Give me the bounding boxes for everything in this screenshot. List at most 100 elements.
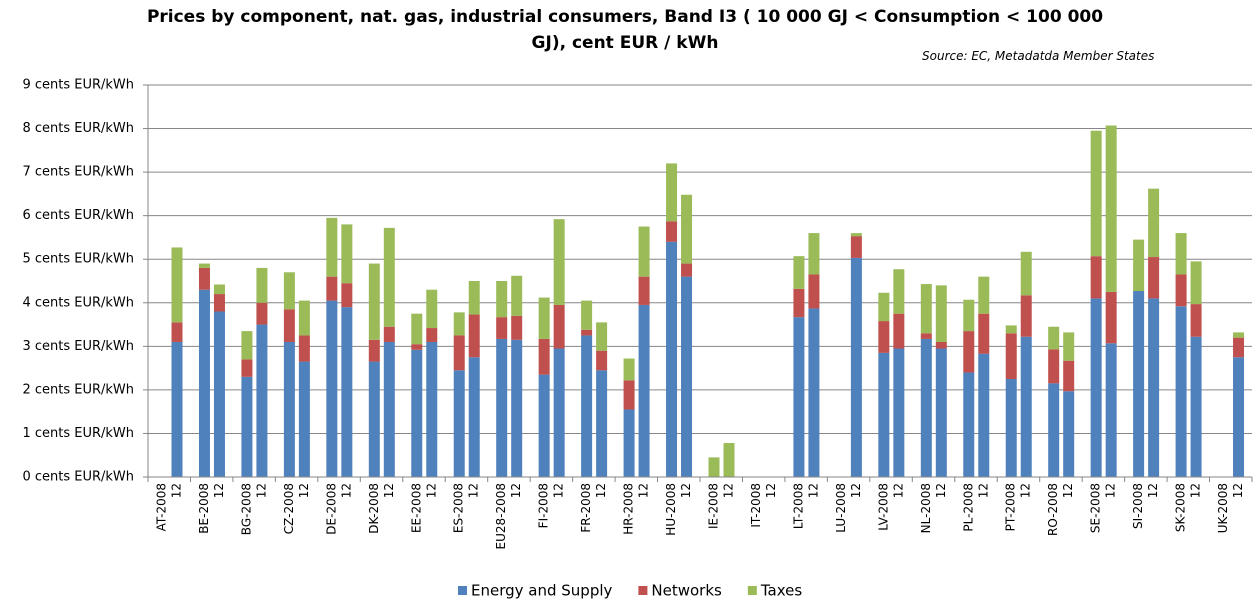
bar-segment (1020, 295, 1032, 337)
bar-segment (638, 226, 650, 277)
bar-segment (808, 233, 820, 275)
x-tick-label: EE-2008 (409, 483, 423, 533)
bar-segment (623, 380, 635, 410)
x-tick-label: PT-2008 (1004, 483, 1018, 531)
bar-segment (793, 256, 805, 289)
x-tick-label: 12 (1231, 483, 1245, 498)
bar-segment (893, 348, 905, 477)
x-tick-label: 12 (679, 483, 693, 498)
bar-segment (213, 311, 225, 477)
x-tick-label: 12 (382, 483, 396, 498)
bar-segment (1020, 336, 1032, 477)
x-tick-label: 12 (806, 483, 820, 498)
x-tick-label: CZ-2008 (282, 483, 296, 534)
x-tick-label: IE-2008 (707, 483, 721, 529)
x-tick-label: LT-2008 (791, 483, 805, 529)
bar-segment (1233, 337, 1245, 358)
x-tick-label: 12 (254, 483, 268, 498)
x-tick-label: LU-2008 (834, 483, 848, 533)
x-tick-label: ES-2008 (452, 483, 466, 533)
x-tick-label: BG-2008 (239, 483, 253, 535)
x-tick-label: FI-2008 (537, 483, 551, 528)
bar-segment (553, 219, 565, 305)
bar-segment (1105, 125, 1117, 292)
bar-segment (411, 349, 423, 477)
bar-segment (596, 370, 608, 477)
x-tick-label: 12 (1104, 483, 1118, 498)
bar-segment (538, 297, 550, 339)
bar-segment (213, 284, 225, 295)
y-tick-label: 7 cents EUR/kWh (22, 165, 134, 180)
bar-segment (1175, 233, 1187, 275)
bar-segment (241, 359, 253, 377)
bar-segment (1105, 291, 1117, 344)
bar-segment (1020, 251, 1032, 296)
bar-segment (1048, 349, 1060, 384)
bar-segment (638, 304, 650, 477)
x-tick-label: 12 (170, 483, 184, 498)
bar-segment (496, 317, 508, 339)
bar-segment (426, 328, 438, 342)
bar-segment (1105, 343, 1117, 477)
bar-segment (978, 353, 990, 477)
bar-segment (1090, 130, 1102, 257)
bar-segment (468, 281, 480, 315)
bar-segment (1063, 391, 1075, 477)
source-note: Source: EC, Metadatda Member States (922, 49, 1155, 63)
bar-segment (850, 233, 862, 237)
bar-segment (978, 313, 990, 354)
y-tick-label: 5 cents EUR/kWh (22, 252, 134, 267)
bar-segment (368, 339, 380, 362)
x-tick-label: LV-2008 (876, 483, 890, 531)
bar-segment (453, 335, 465, 371)
bar-segment (1233, 332, 1245, 338)
x-tick-label: FR-2008 (579, 483, 593, 533)
bar-segment (666, 221, 678, 242)
x-tick-label: DK-2008 (367, 483, 381, 534)
y-tick-label: 4 cents EUR/kWh (22, 295, 134, 310)
x-tick-label: 12 (849, 483, 863, 498)
bar-segment (1133, 239, 1145, 292)
x-tick-label: 12 (1019, 483, 1033, 498)
bar-segment (426, 289, 438, 329)
bar-segment (511, 339, 523, 477)
bar-segment (198, 267, 210, 290)
bar-segment (596, 322, 608, 351)
x-tick-label: EU28-2008 (494, 483, 508, 550)
bar-segment (1005, 325, 1017, 334)
y-tick-label: 1 cents EUR/kWh (22, 426, 134, 441)
x-tick-label: 12 (212, 483, 226, 498)
bar-segment (878, 292, 890, 322)
bar-segment (256, 324, 268, 477)
x-tick-label: 12 (764, 483, 778, 498)
y-tick-label: 3 cents EUR/kWh (22, 339, 134, 354)
bar-segment (581, 329, 593, 336)
bar-segment (893, 313, 905, 349)
x-tick-label: RO-2008 (1046, 483, 1060, 536)
legend-swatch (747, 586, 757, 595)
x-tick-label: 12 (424, 483, 438, 498)
bar-segment (596, 350, 608, 371)
chart-title: Prices by component, nat. gas, industria… (146, 7, 1104, 53)
x-tick-label: 12 (934, 483, 948, 498)
legend-label: Networks (651, 582, 722, 600)
bar-segment (256, 302, 268, 325)
bar-segment (171, 247, 183, 323)
y-tick-label: 8 cents EUR/kWh (22, 121, 134, 136)
bar-segment (1005, 333, 1017, 379)
bar-segment (298, 335, 310, 362)
bar-segment (920, 284, 932, 334)
x-tick-label: 12 (297, 483, 311, 498)
bar-segment (581, 335, 593, 477)
x-tick-label: 12 (552, 483, 566, 498)
bar-segment (920, 338, 932, 477)
bar-segment (511, 315, 523, 340)
x-tick-label: 12 (891, 483, 905, 498)
bar-segment (171, 322, 183, 342)
bar-segment (623, 358, 635, 381)
bar-segment (920, 333, 932, 339)
bar-segment (681, 276, 693, 477)
bar-segment (723, 443, 735, 477)
x-tick-label: 12 (637, 483, 651, 498)
